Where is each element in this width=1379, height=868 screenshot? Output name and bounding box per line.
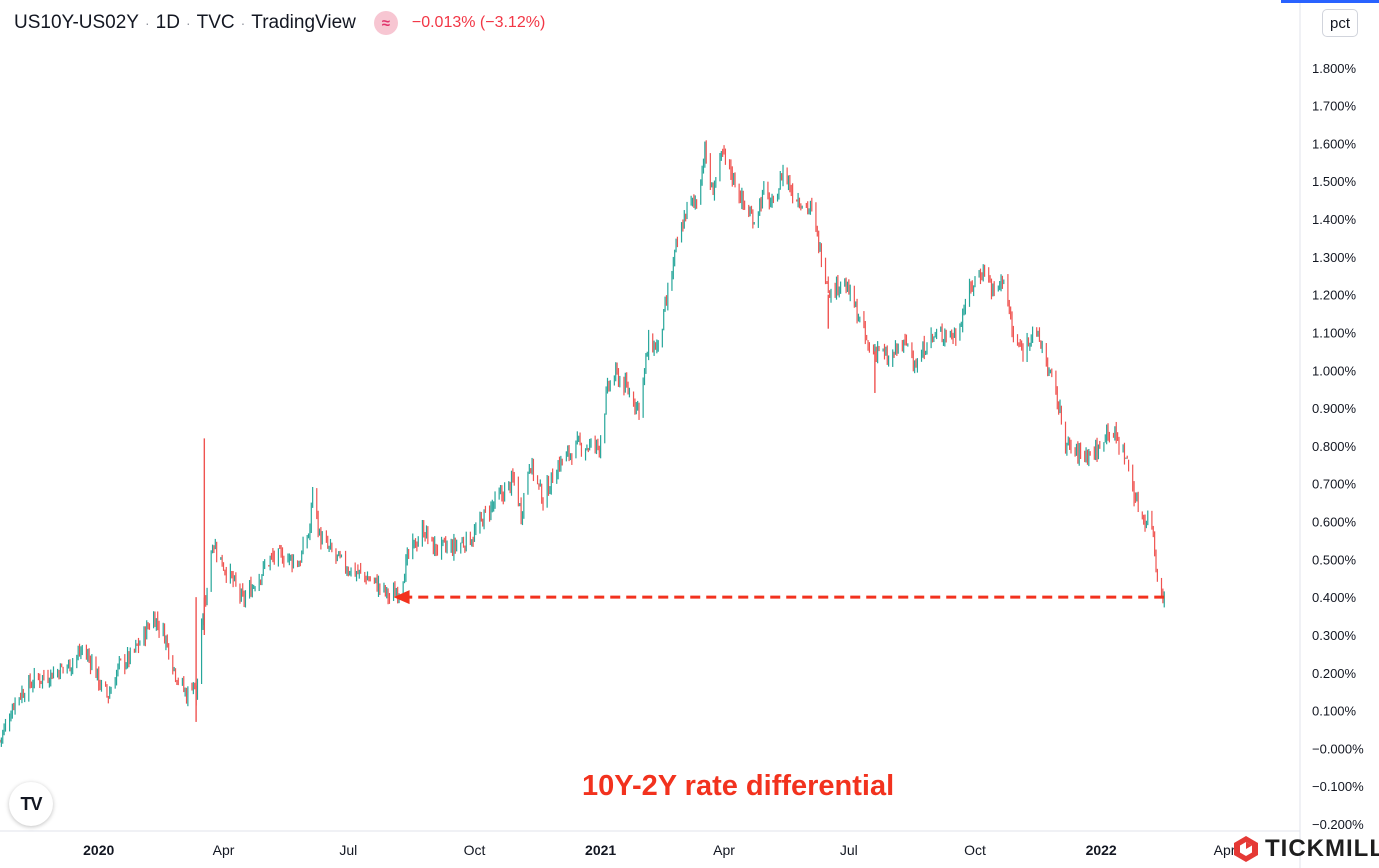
- y-tick-label: −0.100%: [1312, 779, 1364, 794]
- x-tick-label: Jul: [339, 842, 357, 858]
- y-tick-label: 1.500%: [1312, 174, 1357, 189]
- y-tick-label: 0.900%: [1312, 401, 1357, 416]
- x-tick-label: 2022: [1086, 842, 1117, 858]
- y-tick-label: 0.200%: [1312, 666, 1357, 681]
- y-tick-label: 0.800%: [1312, 439, 1357, 454]
- y-tick-label: 0.300%: [1312, 628, 1357, 643]
- y-tick-label: 0.100%: [1312, 704, 1357, 719]
- x-tick-label: Apr: [713, 842, 735, 858]
- x-tick-label: Apr: [1214, 842, 1236, 858]
- legend-source: TradingView: [251, 12, 356, 33]
- y-tick-label: 1.700%: [1312, 99, 1357, 114]
- x-tick-label: Oct: [464, 842, 486, 858]
- legend-interval: 1D: [155, 12, 180, 33]
- y-tick-label: 1.800%: [1312, 61, 1357, 76]
- legend-change: −0.013% (−3.12%): [411, 14, 546, 31]
- price-axis[interactable]: 1.800% 1.700% 1.600% 1.500% 1.400% 1.300% 1.20…: [1312, 61, 1364, 832]
- y-tick-label: 1.400%: [1312, 212, 1357, 227]
- x-tick-label: 2020: [83, 842, 114, 858]
- brand-name: TICKMILL: [1265, 835, 1379, 862]
- arrow-head: [393, 590, 410, 605]
- time-axis[interactable]: 2020 Apr Jul Oct 2021 Apr Jul Oct 2022 Apr: [83, 842, 1236, 858]
- y-tick-label: 0.700%: [1312, 477, 1357, 492]
- legend-separator: ·: [240, 15, 246, 31]
- legend-exchange: TVC: [196, 12, 235, 33]
- legend-separator: ·: [185, 15, 191, 31]
- y-tick-label: 1.300%: [1312, 250, 1357, 265]
- tickmill-logo-icon: [1234, 836, 1258, 862]
- y-tick-label: −0.000%: [1312, 741, 1364, 756]
- price-scale-mode-button[interactable]: pct: [1322, 9, 1358, 37]
- x-tick-label: Oct: [964, 842, 986, 858]
- legend-separator: ·: [144, 15, 150, 31]
- x-tick-label: Jul: [840, 842, 858, 858]
- y-tick-label: −0.200%: [1312, 817, 1364, 832]
- tickmill-brand: TICKMILL: [1233, 832, 1379, 866]
- y-tick-label: 1.100%: [1312, 325, 1357, 340]
- tradingview-logo-icon[interactable]: TV: [9, 782, 53, 826]
- y-tick-label: 0.500%: [1312, 552, 1357, 567]
- y-tick-label: 1.000%: [1312, 363, 1357, 378]
- x-tick-label: 2021: [585, 842, 616, 858]
- legend-symbol: US10Y-US02Y: [14, 12, 139, 33]
- series-legend[interactable]: US10Y-US02Y · 1D · TVC · TradingView ≈ −…: [14, 10, 545, 36]
- top-accent-bar: [1281, 0, 1379, 3]
- x-tick-label: Apr: [213, 842, 235, 858]
- y-tick-label: 0.600%: [1312, 515, 1357, 530]
- annotation-text: 10Y-2Y rate differential: [582, 770, 895, 802]
- wave-icon[interactable]: ≈: [373, 11, 398, 35]
- candle-series: [0, 140, 1165, 747]
- y-tick-label: 1.600%: [1312, 136, 1357, 151]
- y-tick-label: 0.400%: [1312, 590, 1357, 605]
- annotation-arrow-layer: [393, 590, 1165, 605]
- y-tick-label: 1.200%: [1312, 288, 1357, 303]
